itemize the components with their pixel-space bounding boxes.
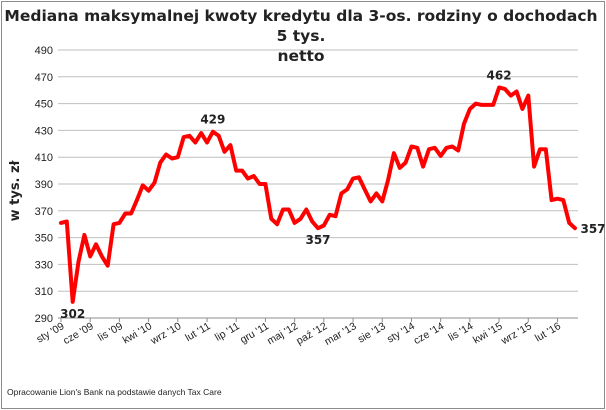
data-labels: 302 429 357 462 357 (60, 69, 605, 321)
y-tick-label: 370 (35, 206, 53, 218)
x-tick-label: paź '12 (294, 320, 329, 347)
data-label: 429 (200, 113, 225, 127)
data-label: 357 (580, 222, 605, 236)
series-group (59, 85, 577, 304)
x-tick-label: gru '11 (238, 320, 271, 346)
x-tick-label: sie '13 (356, 320, 388, 345)
y-axis-ticks: 290 310 330 350 370 390 410 430 450 470 490 (35, 45, 53, 325)
data-label: 302 (60, 307, 85, 321)
y-tick-label: 350 (35, 233, 53, 245)
y-tick-label: 450 (35, 99, 53, 111)
chart-title-line-1: Mediana maksymalnej kwoty kredytu dla 3-… (4, 7, 598, 45)
gridlines (58, 49, 578, 292)
y-tick-label: 310 (35, 286, 53, 298)
x-tick-label: lut '11 (183, 320, 212, 344)
x-tick-label: lis '14 (446, 320, 475, 344)
y-tick-label: 430 (35, 125, 53, 137)
x-tick-label: kwi '10 (121, 320, 155, 346)
x-tick-label: sty '14 (385, 320, 417, 345)
x-tick-label: mar '13 (323, 320, 359, 348)
x-tick-label: maj '12 (265, 320, 300, 347)
x-tick-label: cze '14 (412, 320, 447, 347)
y-tick-label: 470 (35, 72, 53, 84)
x-tick-label: lut '16 (533, 320, 563, 344)
y-axis-label: w tys. zł (8, 159, 23, 221)
x-tick-label: cze '09 (61, 320, 96, 347)
x-tick-label: kwi '15 (471, 320, 505, 346)
data-label: 462 (487, 69, 512, 83)
data-label: 357 (305, 233, 330, 247)
x-tick-label: lip '11 (213, 320, 242, 344)
x-tick-label: wrz '15 (498, 320, 534, 347)
x-tick-label: lis '09 (96, 320, 125, 344)
chart-title: Mediana maksymalnej kwoty kredytu dla 3-… (0, 6, 602, 66)
series-line (59, 85, 577, 304)
source-note: Opracowanie Lion's Bank na podstawie dan… (7, 387, 222, 397)
y-tick-label: 290 (35, 313, 53, 325)
y-tick-label: 390 (35, 179, 53, 191)
x-tick-label: wrz '10 (148, 320, 184, 347)
y-tick-label: 490 (35, 45, 53, 57)
y-tick-label: 330 (35, 259, 53, 271)
y-tick-label: 410 (35, 152, 53, 164)
chart-title-line-2: netto (277, 47, 325, 65)
